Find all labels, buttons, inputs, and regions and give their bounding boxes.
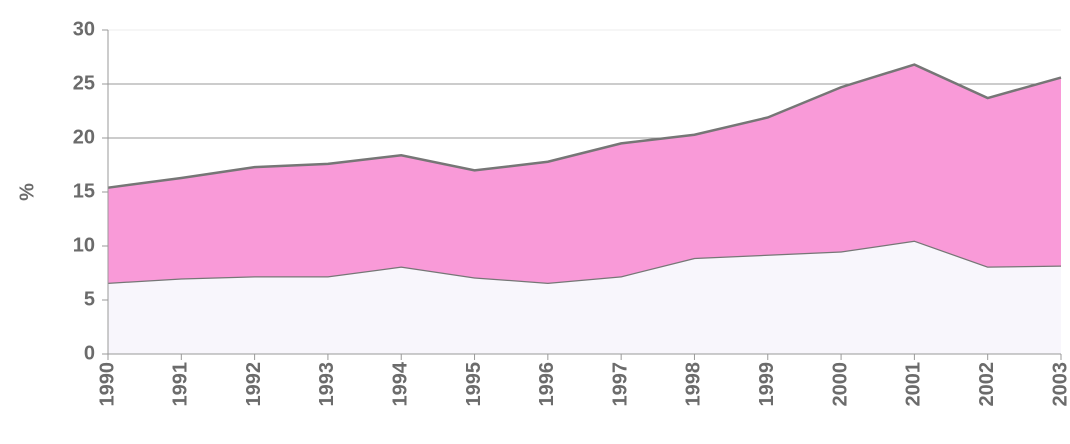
y-tick-label: 30 — [73, 18, 95, 40]
x-tick-label: 1997 — [609, 362, 631, 407]
x-tick-label: 1991 — [170, 362, 192, 407]
area — [108, 64, 1061, 283]
y-tick-label: 25 — [73, 72, 95, 94]
x-tick-label: 1994 — [390, 361, 412, 406]
y-tick-label: 0 — [84, 342, 95, 364]
y-tick-label: 5 — [84, 288, 95, 310]
x-tick-label: 1998 — [683, 362, 705, 407]
area — [108, 240, 1061, 354]
x-tick-label: 1993 — [316, 362, 338, 407]
x-tick-label: 1990 — [96, 362, 118, 407]
y-tick-label: 20 — [73, 126, 95, 148]
x-tick-label: 2002 — [976, 362, 998, 407]
area-outline — [107, 63, 1062, 189]
x-tick-label: 1996 — [536, 362, 558, 407]
x-tick-label: 2000 — [829, 362, 851, 407]
x-tick-label: 2003 — [1049, 362, 1070, 407]
x-tick-label: 1995 — [463, 362, 485, 407]
y-tick-label: 10 — [73, 234, 95, 256]
x-tick-label: 1992 — [243, 362, 265, 407]
y-axis-label: % — [16, 183, 38, 201]
y-tick-label: 15 — [73, 180, 95, 202]
x-tick-label: 2001 — [903, 362, 925, 407]
x-tick-label: 1999 — [756, 362, 778, 407]
